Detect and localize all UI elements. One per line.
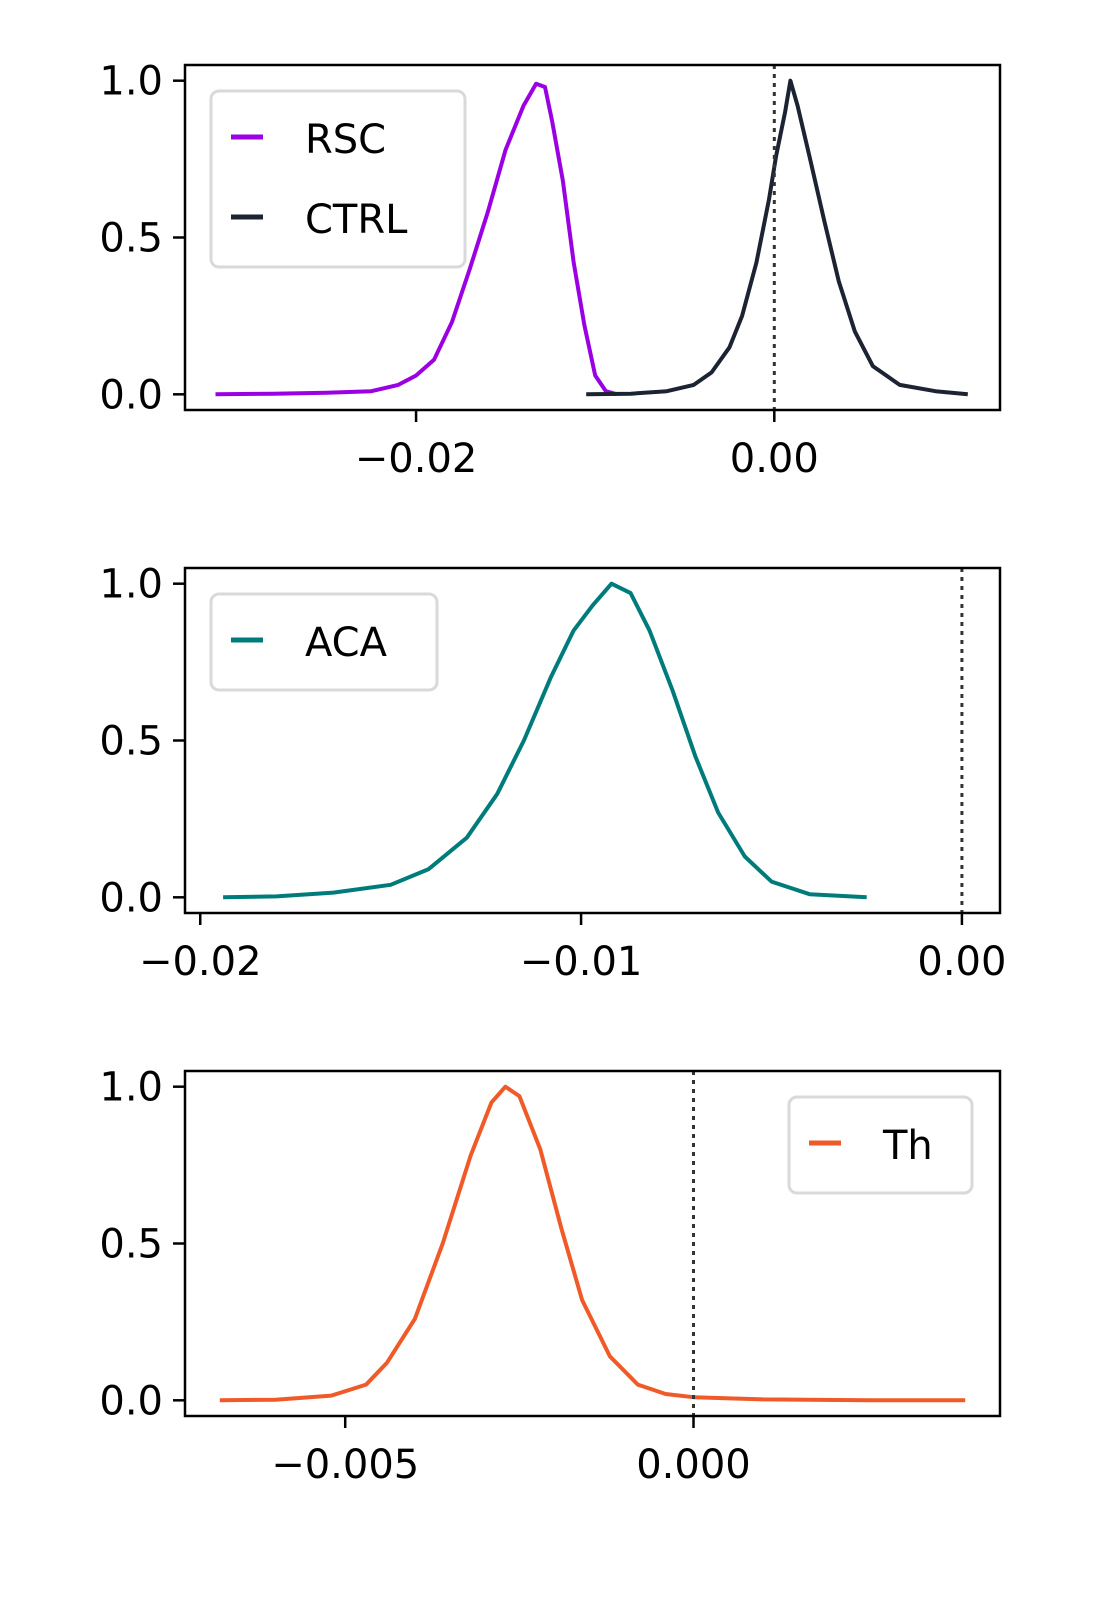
- y-tick-label: 0.5: [99, 216, 163, 262]
- series-line-aca: [223, 581, 867, 900]
- legend-box: [209, 89, 467, 269]
- x-tick-label: 0.00: [917, 939, 1006, 985]
- legend-label-th: Th: [882, 1123, 933, 1169]
- y-tick-label: 0.0: [99, 372, 163, 418]
- legend-box: [787, 1095, 974, 1195]
- y-tick-label: 0.0: [99, 1378, 163, 1424]
- x-tick-label: −0.02: [139, 939, 262, 985]
- y-tick-label: 1.0: [99, 59, 163, 105]
- series-line-ctrl: [586, 78, 968, 397]
- legend: ACA: [209, 592, 439, 692]
- legend-label-aca: ACA: [305, 620, 388, 666]
- legend-label-rsc: RSC: [305, 117, 386, 163]
- x-tick-label: 0.00: [730, 436, 819, 482]
- panel-rsc-ctrl: −0.02 0.00 0.0 0.5 1.0 RSC CTRL: [99, 59, 1002, 482]
- y-tick-label: 0.5: [99, 1222, 163, 1268]
- legend: RSC CTRL: [209, 89, 467, 269]
- x-tick-label: −0.02: [355, 436, 478, 482]
- x-tick-label: −0.005: [271, 1442, 419, 1488]
- panel-aca: −0.02 −0.01 0.00 0.0 0.5 1.0 ACA: [99, 562, 1006, 985]
- legend-label-ctrl: CTRL: [305, 197, 408, 243]
- y-tick-label: 0.5: [99, 719, 163, 765]
- y-tick-label: 1.0: [99, 1065, 163, 1111]
- series-line-rsc: [215, 81, 618, 397]
- series-line-th: [219, 1084, 966, 1403]
- y-tick-label: 1.0: [99, 562, 163, 608]
- legend-box: [209, 592, 439, 692]
- x-tick-label: −0.01: [520, 939, 643, 985]
- y-tick-label: 0.0: [99, 875, 163, 921]
- x-tick-label: 0.000: [636, 1442, 751, 1488]
- legend: Th: [787, 1095, 974, 1195]
- panel-th: −0.005 0.000 0.0 0.5 1.0 Th: [99, 1065, 1002, 1488]
